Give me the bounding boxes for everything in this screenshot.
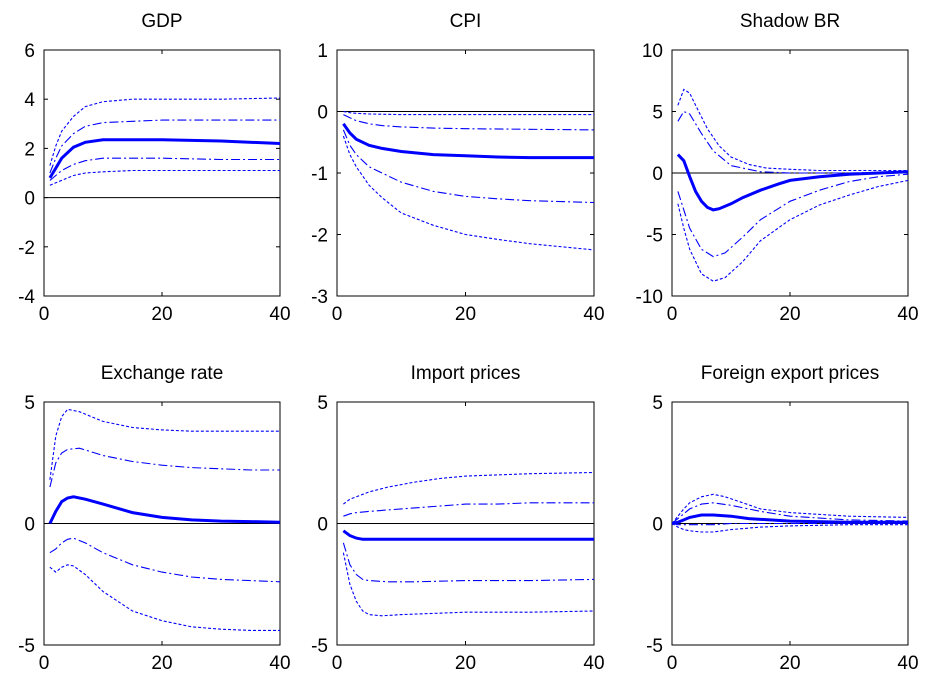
y-tick-label: 5 — [652, 393, 663, 414]
x-tick-label: 40 — [583, 653, 604, 674]
panel-3: Shadow BR 0 20 40 -10 -5 0 5 10 — [636, 11, 919, 325]
panel-title: GDP — [141, 11, 182, 32]
panel-title: Exchange rate — [101, 363, 224, 384]
y-tick-label: 4 — [24, 90, 35, 111]
y-tick-label: 5 — [652, 103, 663, 124]
series-inner-upper — [672, 502, 908, 524]
series-inner-lower — [49, 537, 280, 583]
x-tick-label: 0 — [332, 304, 343, 325]
y-tick-label: 0 — [317, 515, 328, 536]
panel-title: Foreign export prices — [701, 363, 879, 384]
y-tick-label: 5 — [317, 393, 328, 414]
y-tick-label: 5 — [24, 393, 35, 414]
plot-frame — [336, 49, 595, 297]
x-tick-label: 20 — [779, 653, 800, 674]
series-outer-upper — [343, 471, 594, 505]
series-inner-lower — [677, 173, 908, 258]
x-tick-label: 40 — [897, 653, 918, 674]
y-tick-label: -2 — [311, 226, 328, 247]
series-outer-lower — [677, 179, 908, 282]
series-median — [48, 495, 280, 525]
series-outer-upper — [677, 88, 908, 172]
x-tick-label: 40 — [583, 304, 604, 325]
y-tick-label: 0 — [24, 189, 35, 210]
y-tick-label: -5 — [646, 226, 663, 247]
x-tick-label: 0 — [39, 304, 50, 325]
y-tick-label: -3 — [311, 287, 328, 308]
panel-title: Import prices — [411, 363, 521, 384]
x-tick-label: 0 — [667, 304, 678, 325]
x-tick-label: 40 — [897, 304, 918, 325]
series-median — [342, 122, 594, 160]
x-tick-label: 20 — [779, 304, 800, 325]
series-inner-upper — [49, 447, 280, 488]
panel-2: CPI 0 20 40 -3 -2 -1 0 1 — [311, 11, 604, 325]
y-tick-label: 0 — [652, 164, 663, 185]
x-tick-label: 20 — [455, 304, 476, 325]
y-tick-label: 0 — [652, 515, 663, 536]
x-tick-label: 40 — [269, 304, 290, 325]
y-tick-label: -4 — [18, 287, 35, 308]
series-outer-upper — [343, 110, 594, 116]
y-tick-label: 1 — [317, 41, 328, 62]
series-outer-lower — [342, 552, 594, 617]
x-tick-label: 0 — [332, 653, 343, 674]
series-inner-upper — [343, 502, 594, 517]
series-median — [342, 529, 594, 541]
series-median — [48, 138, 280, 179]
y-tick-label: -5 — [18, 636, 35, 657]
y-tick-label: 0 — [317, 103, 328, 124]
y-tick-label: -5 — [311, 636, 328, 657]
y-tick-label: -2 — [18, 238, 35, 259]
plot-frame — [43, 49, 281, 297]
series-outer-upper — [49, 97, 280, 166]
y-tick-label: 0 — [24, 515, 35, 536]
series-inner-lower — [342, 542, 594, 583]
series-inner-lower — [342, 129, 594, 204]
x-tick-label: 20 — [151, 304, 172, 325]
series-outer-lower — [49, 564, 280, 631]
panel-title: Shadow BR — [740, 11, 840, 32]
x-tick-label: 20 — [455, 653, 476, 674]
y-tick-label: 6 — [24, 41, 35, 62]
x-tick-label: 20 — [151, 653, 172, 674]
series-inner-upper — [49, 119, 280, 174]
y-tick-label: -1 — [311, 164, 328, 185]
series-inner-lower — [672, 522, 908, 526]
series-median — [676, 153, 908, 212]
x-tick-label: 0 — [667, 653, 678, 674]
y-tick-label: 10 — [642, 41, 663, 62]
y-tick-label: -10 — [636, 287, 663, 308]
y-tick-label: 2 — [24, 139, 35, 160]
series-outer-lower — [49, 169, 280, 186]
series-outer-lower — [672, 523, 908, 533]
x-tick-label: 40 — [269, 653, 290, 674]
panel-title: CPI — [450, 11, 482, 32]
series-outer-upper — [49, 408, 280, 480]
series-outer-upper — [672, 493, 908, 524]
panel-1: GDP 0 20 40 -4 -2 0 2 4 6 — [18, 11, 290, 325]
x-tick-label: 0 — [39, 653, 50, 674]
y-tick-label: -5 — [646, 636, 663, 657]
series-median — [672, 513, 908, 525]
series-inner-upper — [343, 114, 594, 131]
